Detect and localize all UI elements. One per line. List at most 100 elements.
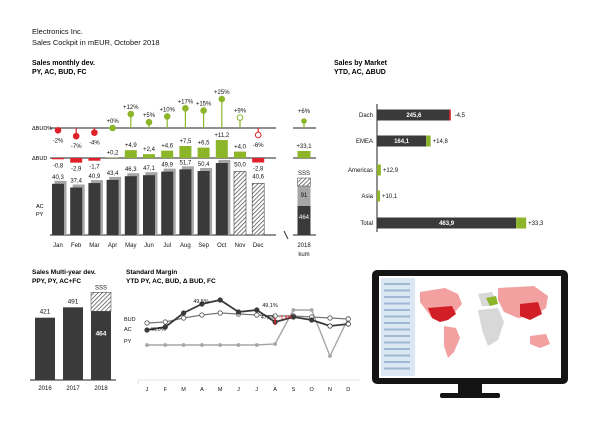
margin-bud-point: [218, 311, 222, 315]
margin-subtitle: YTD PY, AC, BUD, Δ BUD, FC: [126, 278, 216, 285]
margin-month-label: D: [346, 387, 350, 393]
market-value-label: 463,9: [439, 221, 455, 227]
fc-bar: [252, 183, 264, 235]
market-subtitle: YTD, AC, ΔBUD: [334, 69, 386, 76]
delta-abs-bar: [70, 158, 82, 163]
margin-month-label: A: [200, 387, 204, 393]
margin-py-point: [310, 308, 314, 312]
monthly-subtitle: PY, AC, BUD, FC: [32, 69, 87, 76]
bar-value-label: 40,3: [52, 175, 64, 181]
delta-pct-pin: [128, 111, 134, 117]
margin-month-label: O: [310, 387, 315, 393]
multiyear-subtitle: PPY, PY, AC+FC: [32, 278, 81, 285]
delta-abs-bar: [234, 152, 246, 158]
multiyear-fc-bar: [91, 292, 111, 311]
market-delta-label: +12,9: [383, 168, 399, 174]
ac-bar: [125, 176, 137, 235]
margin-bud-point: [163, 320, 167, 324]
delta-abs-label: -2,8: [253, 166, 264, 172]
row-label-abs: ΔBUD: [32, 156, 47, 162]
report-subtitle: Sales Cockpit in mEUR, October 2018: [32, 38, 160, 47]
margin-ac-point: [236, 310, 240, 314]
multiyear-ac-bar: [91, 311, 111, 380]
margin-py-point: [182, 343, 186, 347]
market-delta-label: +14,8: [433, 139, 449, 145]
margin-py-point: [273, 342, 277, 346]
screen-sidebar-line: [384, 322, 410, 324]
ac-bar: [107, 180, 119, 235]
total-py-label: 91: [301, 193, 308, 199]
total-fc-segment: [298, 178, 311, 186]
bar-value-label: 47,1: [143, 166, 155, 172]
multiyear-bar: [63, 307, 83, 380]
ac-bar: [161, 172, 173, 235]
margin-bud-label: 47,5%: [261, 315, 276, 321]
margin-max-label: 49,5%: [193, 299, 209, 305]
delta-pct-label: +9%: [234, 109, 247, 115]
month-label: Aug: [180, 243, 191, 249]
delta-abs-label: +4,6: [161, 144, 174, 150]
delta-abs-bar: [88, 158, 100, 161]
delta-abs-label: +11,2: [214, 133, 229, 139]
screen-sidebar-line: [384, 283, 410, 285]
margin-month-label: J: [237, 387, 240, 393]
multiyear-bar: [35, 318, 55, 380]
delta-pct-label: +5%: [143, 113, 156, 119]
margin-ac-point: [145, 328, 149, 332]
margin-ac-point: [346, 322, 350, 326]
margin-ac-point: [255, 308, 259, 312]
delta-pct-label: +10%: [159, 107, 175, 113]
month-label: Jun: [144, 243, 154, 249]
bar-value-label: 46,3: [125, 167, 137, 173]
margin-bud-point: [181, 316, 185, 320]
month-label: Oct: [217, 243, 227, 249]
margin-py-point: [255, 343, 259, 347]
total-ac-label: 464: [299, 215, 310, 221]
delta-pct-pin: [146, 119, 152, 125]
ac-bar: [198, 171, 210, 235]
delta-pct-pin: [201, 108, 207, 114]
row-label-pct: ΔBUD%: [32, 126, 52, 132]
delta-abs-bar: [143, 154, 155, 158]
delta-pct-label: -2%: [53, 138, 64, 144]
total-delta-abs-label: +33,1: [296, 144, 312, 150]
screen-sidebar-line: [384, 368, 410, 370]
delta-abs-label: +4,0: [234, 145, 247, 151]
market-category-label: Total: [360, 221, 373, 227]
screen-sidebar-line: [384, 361, 410, 363]
margin-py-point: [163, 343, 167, 347]
market-delta-bar: [449, 110, 451, 121]
total-year-label: 2018: [297, 243, 311, 249]
month-label: Feb: [71, 243, 82, 249]
bar-value-label: 51,7: [180, 160, 192, 166]
total-delta-abs-bar: [298, 151, 311, 158]
margin-month-label: M: [181, 387, 186, 393]
screen-sidebar-line: [384, 329, 410, 331]
delta-pct-label: -7%: [71, 144, 82, 150]
delta-pct-pin: [110, 125, 116, 131]
margin-bud-point: [255, 313, 259, 317]
bar-value-label: 50,4: [198, 162, 210, 168]
multiyear-year-label: 2018: [94, 386, 108, 392]
multiyear-value-label: 421: [40, 309, 51, 316]
margin-ac-point: [218, 298, 222, 302]
market-title: Sales by Market: [334, 60, 388, 67]
margin-bud-point: [328, 316, 332, 320]
margin-end-label: 49,1%: [262, 303, 278, 309]
bar-value-label: 37,4: [70, 179, 82, 185]
margin-month-label: J: [255, 387, 258, 393]
month-label: Jul: [163, 243, 171, 249]
delta-pct-label: +15%: [196, 102, 212, 108]
delta-abs-label: -1,7: [89, 165, 100, 171]
margin-title: Standard Margin: [126, 269, 177, 276]
screen-sidebar-line: [384, 290, 410, 292]
bar-value-label: 50,0: [234, 163, 246, 169]
monitor-neck: [458, 384, 482, 394]
bar-value-label: 40,6: [252, 174, 264, 180]
monthly-title: Sales monthly dev.: [32, 60, 95, 67]
month-label: May: [125, 243, 136, 249]
delta-pct-label: -4%: [89, 141, 100, 147]
delta-pct-label: +25%: [214, 90, 230, 96]
